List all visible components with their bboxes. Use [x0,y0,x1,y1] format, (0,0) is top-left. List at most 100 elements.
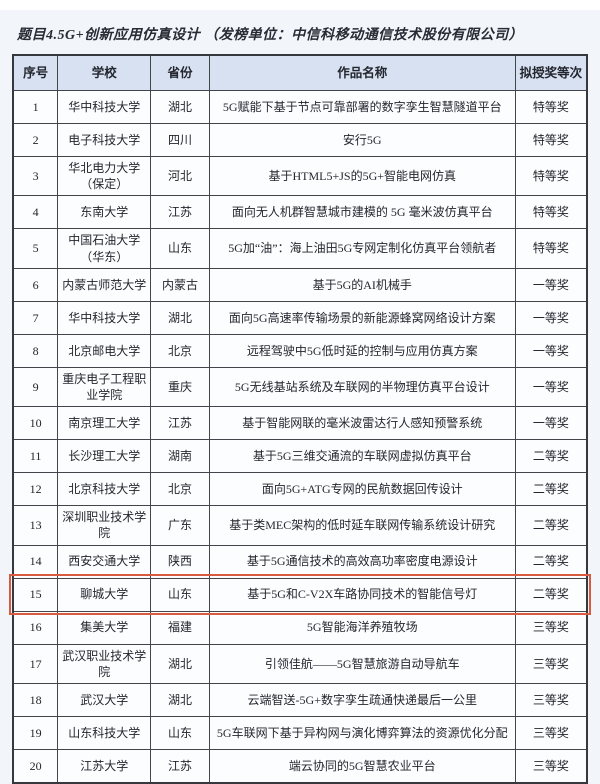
header-cell-award: 拟授奖等次 [514,54,588,91]
province-cell: 重庆 [150,366,210,408]
province-cell: 北京 [150,472,210,507]
school-cell: 华中科技大学 [57,300,152,335]
school-cell: 深圳职业技术学院 [57,505,152,546]
table-row: 10 南京理工大学 江苏 基于智能网联的毫米波雷达行人感知预警系统 一等奖 [12,406,588,441]
award-cell: 特等奖 [514,123,588,157]
table-row: 18 武汉大学 湖北 云端智送-5G+数字孪生疏通快递最后一公里 三等奖 [12,682,588,717]
school-cell: 长沙理工大学 [57,439,152,474]
school-cell: 江苏大学 [57,748,152,784]
awards-table: 序号 学校 省份 作品名称 拟授奖等次 1 华中科技大学 湖北 5G赋能下基于节点可靠… [9,54,591,784]
table-row: 15 聊城大学 山东 基于5G和C-V2X车路协同技术的智能信号灯 二等奖 [9,574,591,615]
award-cell: 三等奖 [514,610,588,645]
school-cell: 南京理工大学 [57,406,152,441]
table-row: 6 内蒙古师范大学 内蒙古 基于5G的AI机械手 一等奖 [12,267,588,302]
row-number-cell: 18 [12,682,59,717]
work-title-cell: 5G赋能下基于节点可靠部署的数字孪生智慧隧道平台 [208,90,516,124]
province-cell: 湖北 [150,90,210,124]
row-number-cell: 2 [12,123,59,157]
work-title-cell: 5G智能海洋养殖牧场 [208,610,516,645]
work-title-cell: 端云协同的5G智慧农业平台 [208,748,516,784]
school-cell: 华北电力大学（保定） [57,155,152,197]
province-cell: 湖北 [150,682,210,717]
row-number-cell: 1 [12,90,59,124]
table-header-row: 序号 学校 省份 作品名称 拟授奖等次 [12,54,588,91]
province-cell: 河北 [150,155,210,197]
award-cell: 一等奖 [514,267,588,302]
province-cell: 山东 [150,577,210,612]
table-row: 12 北京科技大学 北京 面向5G+ATG专网的民航数据回传设计 二等奖 [12,472,588,507]
province-cell: 湖北 [150,643,210,684]
header-cell-work: 作品名称 [208,54,516,91]
award-cell: 三等奖 [514,643,588,684]
row-number-cell: 4 [12,195,59,230]
school-cell: 电子科技大学 [57,123,152,157]
row-number-cell: 14 [12,544,59,579]
award-cell: 一等奖 [514,333,588,368]
award-cell: 一等奖 [514,366,588,408]
school-cell: 中国石油大学（华东） [57,228,152,269]
province-cell: 北京 [150,333,210,368]
award-cell: 三等奖 [514,748,588,784]
province-cell: 江苏 [150,195,210,230]
province-cell: 山东 [150,228,210,269]
row-number-cell: 3 [12,155,59,197]
table-row: 13 深圳职业技术学院 广东 基于类MEC架构的低时延车联网传输系统设计研究 二等奖 [12,505,588,546]
award-cell: 二等奖 [514,472,588,507]
row-number-cell: 15 [12,577,59,612]
province-cell: 湖北 [150,300,210,335]
table-row: 3 华北电力大学（保定） 河北 基于HTML5+JS的5G+智能电网仿真 特等奖 [12,155,588,197]
award-cell: 三等奖 [514,715,588,750]
province-cell: 内蒙古 [150,267,210,302]
school-cell: 北京科技大学 [57,472,152,507]
page-top-margin [0,0,600,10]
award-cell: 特等奖 [514,228,588,269]
school-cell: 东南大学 [57,195,152,230]
province-cell: 山东 [150,715,210,750]
award-cell: 三等奖 [514,682,588,717]
work-title-cell: 面向5G+ATG专网的民航数据回传设计 [208,472,516,507]
province-cell: 陕西 [150,544,210,579]
work-title-cell: 基于HTML5+JS的5G+智能电网仿真 [208,155,516,197]
award-cell: 特等奖 [514,155,588,197]
table-row: 16 集美大学 福建 5G智能海洋养殖牧场 三等奖 [12,610,588,645]
table-row: 7 华中科技大学 湖北 面向5G高速率传输场景的新能源蜂窝网络设计方案 一等奖 [12,300,588,335]
row-number-cell: 9 [12,366,59,408]
school-cell: 北京邮电大学 [57,333,152,368]
row-number-cell: 19 [12,715,59,750]
school-cell: 聊城大学 [57,577,152,612]
award-cell: 二等奖 [514,505,588,546]
work-title-cell: 基于类MEC架构的低时延车联网传输系统设计研究 [208,505,516,546]
award-cell: 一等奖 [514,300,588,335]
award-cell: 特等奖 [514,195,588,230]
table-row: 2 电子科技大学 四川 安行5G 特等奖 [12,123,588,157]
table-row: 1 华中科技大学 湖北 5G赋能下基于节点可靠部署的数字孪生智慧隧道平台 特等奖 [12,90,588,124]
row-number-cell: 17 [12,643,59,684]
work-title-cell: 引领佳航——5G智慧旅游自动导航车 [208,643,516,684]
work-title-cell: 远程驾驶中5G低时延的控制与应用仿真方案 [208,333,516,368]
row-number-cell: 7 [12,300,59,335]
work-title-cell: 5G车联网下基于异构网与演化博弈算法的资源优化分配 [208,715,516,750]
header-cell-number: 序号 [12,54,59,91]
school-cell: 内蒙古师范大学 [57,267,152,302]
work-title-cell: 5G无线基站系统及车联网的半物理仿真平台设计 [208,366,516,408]
row-number-cell: 12 [12,472,59,507]
province-cell: 湖南 [150,439,210,474]
school-cell: 武汉职业技术学院 [57,643,152,684]
table-row: 5 中国石油大学（华东） 山东 5G加“油”：海上油田5G专网定制化仿真平台领航者 特等… [12,228,588,269]
table-row: 17 武汉职业技术学院 湖北 引领佳航——5G智慧旅游自动导航车 三等奖 [12,643,588,684]
work-title-cell: 面向5G高速率传输场景的新能源蜂窝网络设计方案 [208,300,516,335]
province-cell: 四川 [150,123,210,157]
header-cell-school: 学校 [57,54,152,91]
header-cell-province: 省份 [150,54,210,91]
province-cell: 江苏 [150,748,210,784]
work-title-cell: 5G加“油”：海上油田5G专网定制化仿真平台领航者 [208,228,516,269]
award-cell: 特等奖 [514,90,588,124]
award-cell: 二等奖 [514,439,588,474]
school-cell: 西安交通大学 [57,544,152,579]
work-title-cell: 基于智能网联的毫米波雷达行人感知预警系统 [208,406,516,441]
row-number-cell: 5 [12,228,59,269]
school-cell: 重庆电子工程职业学院 [57,366,152,408]
award-cell: 一等奖 [514,406,588,441]
province-cell: 江苏 [150,406,210,441]
table-row: 9 重庆电子工程职业学院 重庆 5G无线基站系统及车联网的半物理仿真平台设计 一等奖 [12,366,588,408]
